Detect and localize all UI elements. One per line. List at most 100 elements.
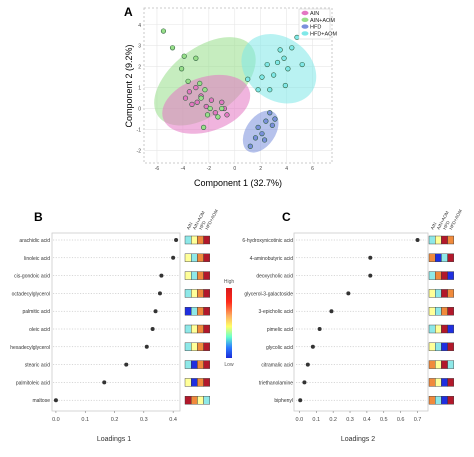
loading-x-tick-label: 0.0 — [52, 417, 60, 423]
heatmap-cell — [428, 289, 436, 298]
pca-point — [247, 143, 253, 149]
heatmap-cell — [435, 396, 442, 405]
loading-point — [317, 327, 322, 331]
pca-ellipse-hfd-aom — [241, 34, 317, 104]
pca-y-tick-label: 1 — [138, 86, 141, 92]
loading-row-label: 4-aminobutyric acid — [250, 256, 294, 262]
heatmap-cell — [428, 360, 436, 369]
loading-point — [346, 291, 351, 296]
pca-legend-label: AIN+AOM — [310, 18, 335, 24]
heatmap-cell — [447, 324, 455, 334]
pca-point — [282, 82, 288, 89]
pca-plot-frame — [143, 7, 333, 164]
heatmap-cell — [190, 307, 198, 316]
heatmap-cell — [197, 342, 204, 351]
heatmap-cell — [203, 360, 211, 369]
pca-point — [269, 122, 275, 128]
loadings1-heatmap — [184, 235, 211, 405]
loading-point — [124, 362, 129, 367]
loading-x-tick-label: 0.1 — [81, 417, 89, 423]
colorbar-gradient — [226, 288, 232, 358]
loading-x-tick-label: 0.1 — [312, 417, 320, 423]
loading-x-tick-label: 0.2 — [111, 417, 119, 423]
loading-row-label: cis-gondoic acid — [14, 274, 50, 280]
loadings1-rows: arachidic acid linoleic acid cis-gondoic a… — [10, 238, 179, 404]
heatmap-cell — [428, 271, 436, 280]
pca-point — [294, 34, 300, 40]
loading-row-label: citramalic acid — [261, 363, 293, 369]
loading-row-label: pimelic acid — [267, 327, 293, 333]
pca-point — [193, 55, 199, 61]
loadings2-panel: C 6-hydroxynicotinic acid 4-aminobutyric … — [242, 208, 463, 443]
heatmap-cell — [197, 307, 204, 316]
pca-point — [215, 114, 221, 120]
pca-point — [267, 110, 273, 116]
heatmap-cell — [184, 307, 192, 316]
loading-point — [310, 344, 315, 349]
pca-point — [274, 59, 281, 66]
pca-point — [219, 105, 225, 112]
pca-x-tick-label: 2 — [259, 166, 262, 172]
pca-point — [263, 118, 269, 124]
heatmap-cell — [428, 396, 436, 405]
loadings2-rows: 6-hydroxynicotinic acid 4-aminobutyric ac… — [242, 238, 426, 404]
pca-point — [181, 53, 187, 59]
loading-row-label: glycerol-3-galactoside — [244, 291, 293, 297]
loading-point — [153, 309, 158, 314]
heatmap-cell — [190, 324, 198, 334]
pca-point — [259, 131, 265, 137]
heatmap-cell — [435, 271, 442, 280]
heatmap-cell — [447, 271, 455, 280]
loading-point — [305, 362, 310, 367]
pca-point — [169, 45, 176, 51]
heatmap-cell — [447, 396, 455, 405]
pca-x-tick-label: 0 — [233, 166, 236, 172]
panel-label-c: C — [282, 210, 291, 224]
heatmap-cell — [203, 324, 211, 334]
heatmap-cell — [203, 307, 211, 316]
loading-x-tick-label: 0.7 — [414, 417, 422, 423]
pca-y-ticks: -2 -1 0 1 2 3 4 — [137, 23, 142, 155]
heatmap-column-header: HFD+AOM — [448, 208, 463, 230]
heatmap-cell — [441, 324, 448, 334]
loading-point — [150, 327, 155, 331]
pca-point — [261, 137, 268, 143]
loading-row-label: palmitoleic acid — [16, 380, 50, 386]
pca-point — [272, 116, 278, 122]
pca-x-axis-label: Component 1 (32.7%) — [194, 178, 282, 188]
heatmap-cell — [197, 235, 204, 245]
heatmap-cell — [184, 253, 192, 263]
heatmap-cell — [428, 324, 436, 334]
heatmap-cell — [441, 360, 448, 369]
heatmap-cell — [203, 378, 211, 387]
pca-y-tick-label: -1 — [137, 127, 142, 133]
pca-y-tick-label: 0 — [138, 107, 141, 113]
pca-y-tick-label: 4 — [138, 23, 141, 29]
heatmap-cell — [190, 396, 198, 405]
loading-x-tick-label: 0.3 — [346, 417, 354, 423]
pca-point — [203, 103, 209, 110]
heatmap-cell — [197, 271, 204, 280]
pca-legend-label: AIN — [310, 11, 319, 17]
heatmap-cell — [197, 253, 204, 263]
heatmap-cell — [190, 378, 198, 387]
loadings2-heatmap — [428, 235, 455, 405]
heatmap-cell — [441, 271, 448, 280]
heatmap-cell — [447, 342, 455, 351]
pca-point — [267, 87, 273, 93]
pca-point — [202, 87, 208, 93]
heatmap-cell — [203, 396, 211, 405]
loading-point — [53, 398, 58, 403]
pca-point — [281, 55, 287, 61]
loadings2-x-ticks: 0.0 0.1 0.2 0.3 0.4 0.5 0.6 0.7 — [296, 411, 422, 423]
pca-x-tick-label: -6 — [155, 166, 160, 172]
pca-x-tick-label: 4 — [285, 166, 288, 172]
pca-point — [255, 87, 261, 93]
heatmap-cell — [441, 307, 448, 316]
heatmap-cell — [203, 289, 211, 298]
heatmap-cell — [203, 253, 211, 263]
loading-x-tick-label: 0.4 — [363, 417, 371, 423]
loading-point — [159, 273, 164, 278]
